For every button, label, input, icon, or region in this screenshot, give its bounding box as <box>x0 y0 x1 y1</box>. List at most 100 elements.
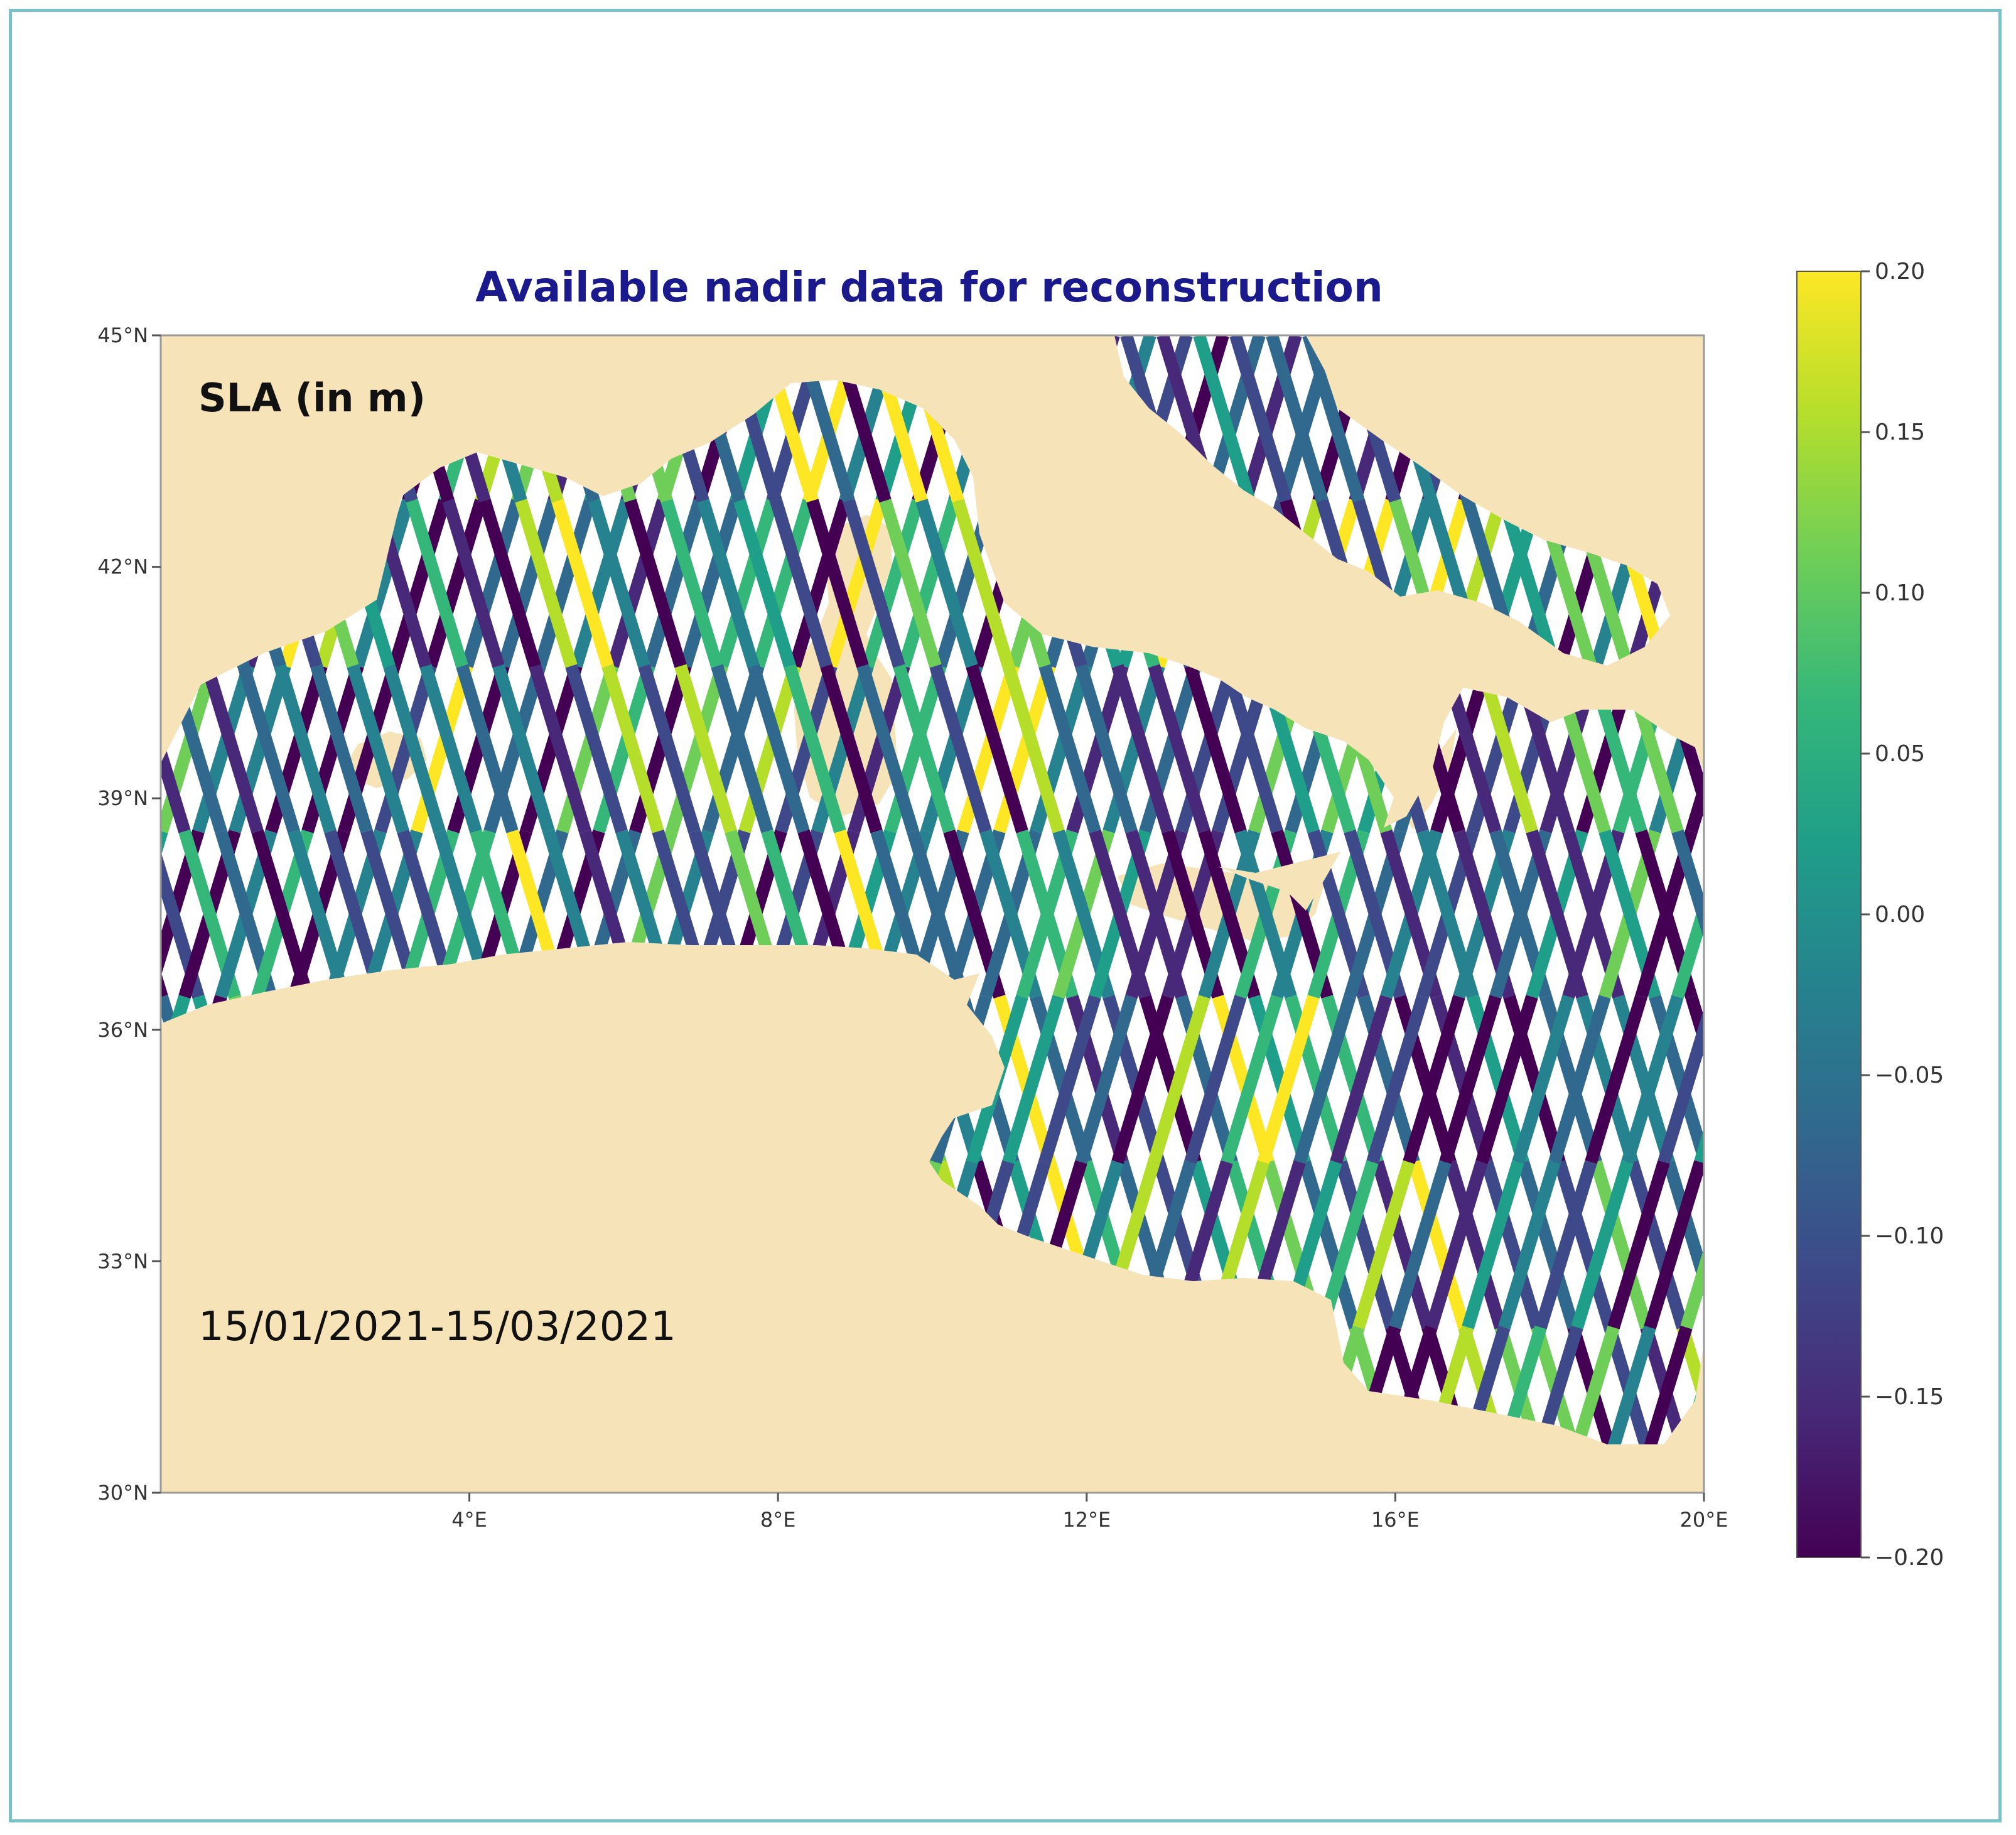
colorbar-tick-label: −0.15 <box>1875 1384 1944 1410</box>
track-segment <box>25 997 75 1162</box>
track-segment <box>1038 664 1101 833</box>
track-segment <box>1512 995 1575 1164</box>
track-segment <box>1663 1160 1704 1329</box>
track-segment <box>1229 335 1292 503</box>
track-segment <box>16 997 67 1162</box>
track-segment <box>1983 666 2016 831</box>
track-segment <box>789 499 851 668</box>
track-segment <box>1719 335 1769 501</box>
track-segment <box>1439 995 1502 1164</box>
track-segment <box>1983 997 2016 1162</box>
track-segment <box>856 664 919 833</box>
track-segment <box>1408 1160 1470 1329</box>
track-segment <box>67 1162 117 1327</box>
track-segment <box>1901 335 1951 501</box>
track-segment <box>1330 995 1393 1164</box>
colorbar-tick-label: 0.20 <box>1875 259 1925 284</box>
track-segment <box>1992 997 2016 1162</box>
track-segment <box>861 499 924 668</box>
track-segment <box>11 1162 62 1327</box>
y-tick-label: 42°N <box>97 555 148 579</box>
y-tick-label: 36°N <box>97 1018 148 1042</box>
track-segment <box>1630 1325 1693 1444</box>
track-segment <box>1955 666 2005 831</box>
track-segment <box>424 499 487 668</box>
track-segment <box>747 664 810 833</box>
track-segment <box>1974 335 2016 501</box>
track-segment <box>34 1328 84 1493</box>
track-segment <box>1075 995 1138 1164</box>
track-segment <box>3 831 53 997</box>
track-segment <box>442 499 505 668</box>
track-segment <box>679 499 742 668</box>
y-tick-label: 30°N <box>97 1481 148 1505</box>
track-segment <box>0 501 8 666</box>
track-segment <box>1699 499 1704 668</box>
y-tick-label: 39°N <box>97 786 148 810</box>
colorbar-gradient <box>1796 271 1862 1558</box>
colorbar-tick-label: 0.00 <box>1875 902 1925 928</box>
track-segment <box>1590 1160 1652 1329</box>
track-segment <box>456 664 519 833</box>
track-segment <box>30 501 80 666</box>
track-segment <box>570 499 633 668</box>
track-segment <box>1694 664 1704 833</box>
track-segment <box>1969 831 2016 997</box>
track-segment <box>39 831 89 997</box>
track-segment <box>1266 335 1329 503</box>
x-tick-label: 4°E <box>451 1508 487 1532</box>
track-segment <box>383 664 446 833</box>
track-segment <box>1458 1325 1521 1444</box>
x-tick-label: 12°E <box>1062 1508 1111 1532</box>
track-segment <box>898 499 961 668</box>
track-segment <box>161 664 191 833</box>
track-segment <box>1694 995 1704 1164</box>
track-segment <box>0 1162 25 1327</box>
track-segment <box>406 499 468 668</box>
track-segment <box>1750 831 1801 997</box>
track-segment <box>11 501 62 666</box>
track-segment <box>733 499 796 668</box>
track-segment <box>770 499 833 668</box>
track-segment <box>1927 1328 1978 1493</box>
track-segment <box>44 335 94 501</box>
track-segment <box>461 499 524 668</box>
track-segment <box>1745 1328 1796 1493</box>
track-segment <box>34 335 84 501</box>
track-segment <box>1148 664 1210 833</box>
track-segment <box>711 664 774 833</box>
colorbar-tick-label: 0.15 <box>1875 420 1925 445</box>
track-segment <box>1607 1160 1670 1329</box>
track-segment <box>929 664 992 833</box>
track-segment <box>0 1328 48 1493</box>
track-segment <box>0 997 30 1162</box>
x-axis: 4°E 8°E 12°E 16°E 20°E <box>451 1493 1728 1532</box>
track-segment <box>825 499 888 668</box>
track-segment <box>1932 831 1983 997</box>
track-segment <box>1593 1325 1656 1444</box>
track-segment <box>1750 831 1801 997</box>
track-segment <box>1403 995 1465 1164</box>
track-segment <box>1714 831 1764 997</box>
track-segment <box>893 664 956 833</box>
track-segment <box>1978 501 2016 666</box>
x-tick-label: 8°E <box>760 1508 796 1532</box>
track-segment <box>8 1328 58 1493</box>
track-segment <box>48 501 98 666</box>
track-segment <box>53 666 103 831</box>
track-segment <box>1742 1162 1792 1327</box>
map-axes-border <box>159 334 1705 1494</box>
track-segment <box>674 664 737 833</box>
track-segment <box>624 499 687 668</box>
track-segment <box>879 499 942 668</box>
track-segment <box>1621 995 1684 1164</box>
y-tick-label: 33°N <box>97 1249 148 1273</box>
track-segment <box>161 335 163 503</box>
track-segment <box>2005 831 2016 997</box>
track-segment <box>1335 1160 1398 1329</box>
track-segment <box>1075 664 1138 833</box>
track-segment <box>1298 1160 1361 1329</box>
track-segment <box>75 831 126 997</box>
track-segment <box>1293 995 1356 1164</box>
track-segment <box>80 1328 131 1493</box>
